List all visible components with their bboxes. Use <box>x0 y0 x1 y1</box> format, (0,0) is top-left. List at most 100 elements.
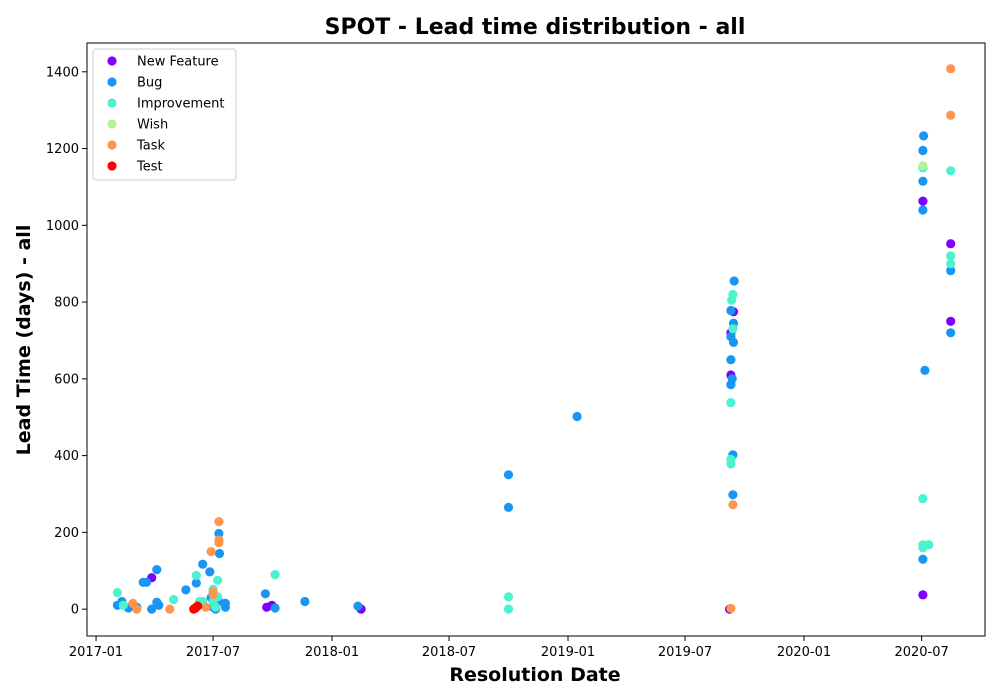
data-point <box>946 251 956 261</box>
data-point <box>213 575 223 585</box>
data-point <box>946 259 956 269</box>
data-point <box>726 305 736 316</box>
data-point <box>503 470 514 480</box>
data-point <box>728 500 738 510</box>
legend-entry-label: Test <box>136 160 163 175</box>
data-point <box>214 528 224 539</box>
plot-area-frame <box>86 42 986 637</box>
x-axis: 2017-01 2017-07 2018-01 2018-07 2019-01 2019-… <box>69 636 949 660</box>
data-point <box>191 570 201 581</box>
data-point <box>220 598 230 609</box>
y-tick-label: 1400 <box>46 65 79 80</box>
data-point <box>918 161 928 171</box>
y-tick-label: 1200 <box>46 142 79 157</box>
data-point <box>132 604 142 614</box>
chart-title: SPOT - Lead time distribution - all <box>325 15 746 40</box>
legend-entry-label: Improvement <box>137 97 224 112</box>
data-point <box>726 603 736 614</box>
data-point <box>300 596 310 607</box>
data-point <box>946 328 956 338</box>
data-point <box>193 601 203 611</box>
data-point <box>147 604 157 614</box>
data-point <box>728 337 739 347</box>
data-point <box>165 604 175 614</box>
data-point <box>726 355 736 365</box>
data-point <box>728 324 738 334</box>
data-point <box>918 205 928 215</box>
data-point <box>201 602 211 612</box>
data-point <box>726 398 736 408</box>
x-tick-label: 2017-01 <box>69 645 123 660</box>
data-point <box>918 554 928 564</box>
legend-marker <box>107 161 117 171</box>
y-tick-label: 600 <box>54 372 79 387</box>
legend-entry-label: Bug <box>137 76 162 91</box>
y-axis: 0 200 400 600 800 1000 1200 1400 <box>46 65 87 618</box>
data-point <box>727 374 737 384</box>
y-tick-label: 400 <box>54 449 79 464</box>
data-point <box>918 590 928 600</box>
data-point <box>154 600 164 610</box>
legend-marker <box>107 98 117 108</box>
data-point <box>946 239 956 249</box>
data-point <box>214 548 225 559</box>
data-point <box>181 585 191 595</box>
data-point <box>141 577 152 587</box>
legend-marker <box>107 56 117 66</box>
legend-marker <box>107 77 117 87</box>
legend-entry-label: New Feature <box>137 55 219 70</box>
data-point <box>191 578 201 588</box>
x-tick-label: 2019-01 <box>541 645 595 660</box>
y-axis-label: Lead Time (days) - all <box>13 225 35 456</box>
data-point <box>920 365 930 375</box>
data-point <box>208 587 218 597</box>
data-point <box>918 494 928 504</box>
legend-marker <box>107 119 117 129</box>
data-point <box>726 459 736 469</box>
data-point <box>572 411 582 422</box>
data-point <box>946 64 956 74</box>
data-point <box>919 131 929 141</box>
data-point <box>214 517 224 527</box>
data-point <box>198 559 208 569</box>
data-point <box>214 538 224 548</box>
data-point <box>924 540 934 550</box>
data-point <box>946 266 956 276</box>
legend-entry-label: Task <box>136 139 166 154</box>
data-point <box>169 594 179 605</box>
data-point <box>728 490 738 500</box>
legend: New Feature Bug Improvement Wish Task Test <box>92 48 237 181</box>
data-point <box>270 603 280 613</box>
data-points <box>112 64 956 614</box>
data-point <box>918 176 928 186</box>
legend-box <box>92 48 237 181</box>
data-point <box>946 316 956 326</box>
data-point <box>918 196 928 206</box>
x-axis-label: Resolution Date <box>449 664 620 686</box>
data-point <box>205 567 215 577</box>
x-tick-label: 2017-07 <box>186 645 240 660</box>
y-tick-label: 200 <box>54 526 79 541</box>
y-tick-label: 800 <box>54 296 79 311</box>
data-point <box>118 600 128 610</box>
x-tick-label: 2020-01 <box>777 645 831 660</box>
data-point <box>206 547 216 557</box>
data-point <box>270 570 280 580</box>
legend-marker <box>107 140 117 150</box>
data-point <box>152 565 162 575</box>
data-point <box>112 588 122 598</box>
data-point <box>729 276 739 286</box>
data-point <box>503 502 514 512</box>
x-tick-label: 2018-07 <box>422 645 476 660</box>
data-point <box>353 601 363 611</box>
x-tick-label: 2018-01 <box>305 645 359 660</box>
data-point <box>918 145 928 156</box>
x-tick-label: 2019-07 <box>658 645 712 660</box>
x-tick-label: 2020-07 <box>894 645 948 660</box>
data-point <box>946 166 956 176</box>
legend-entry-label: Wish <box>137 118 168 133</box>
y-tick-label: 0 <box>71 603 79 618</box>
data-point <box>728 289 738 299</box>
data-point <box>503 592 514 602</box>
